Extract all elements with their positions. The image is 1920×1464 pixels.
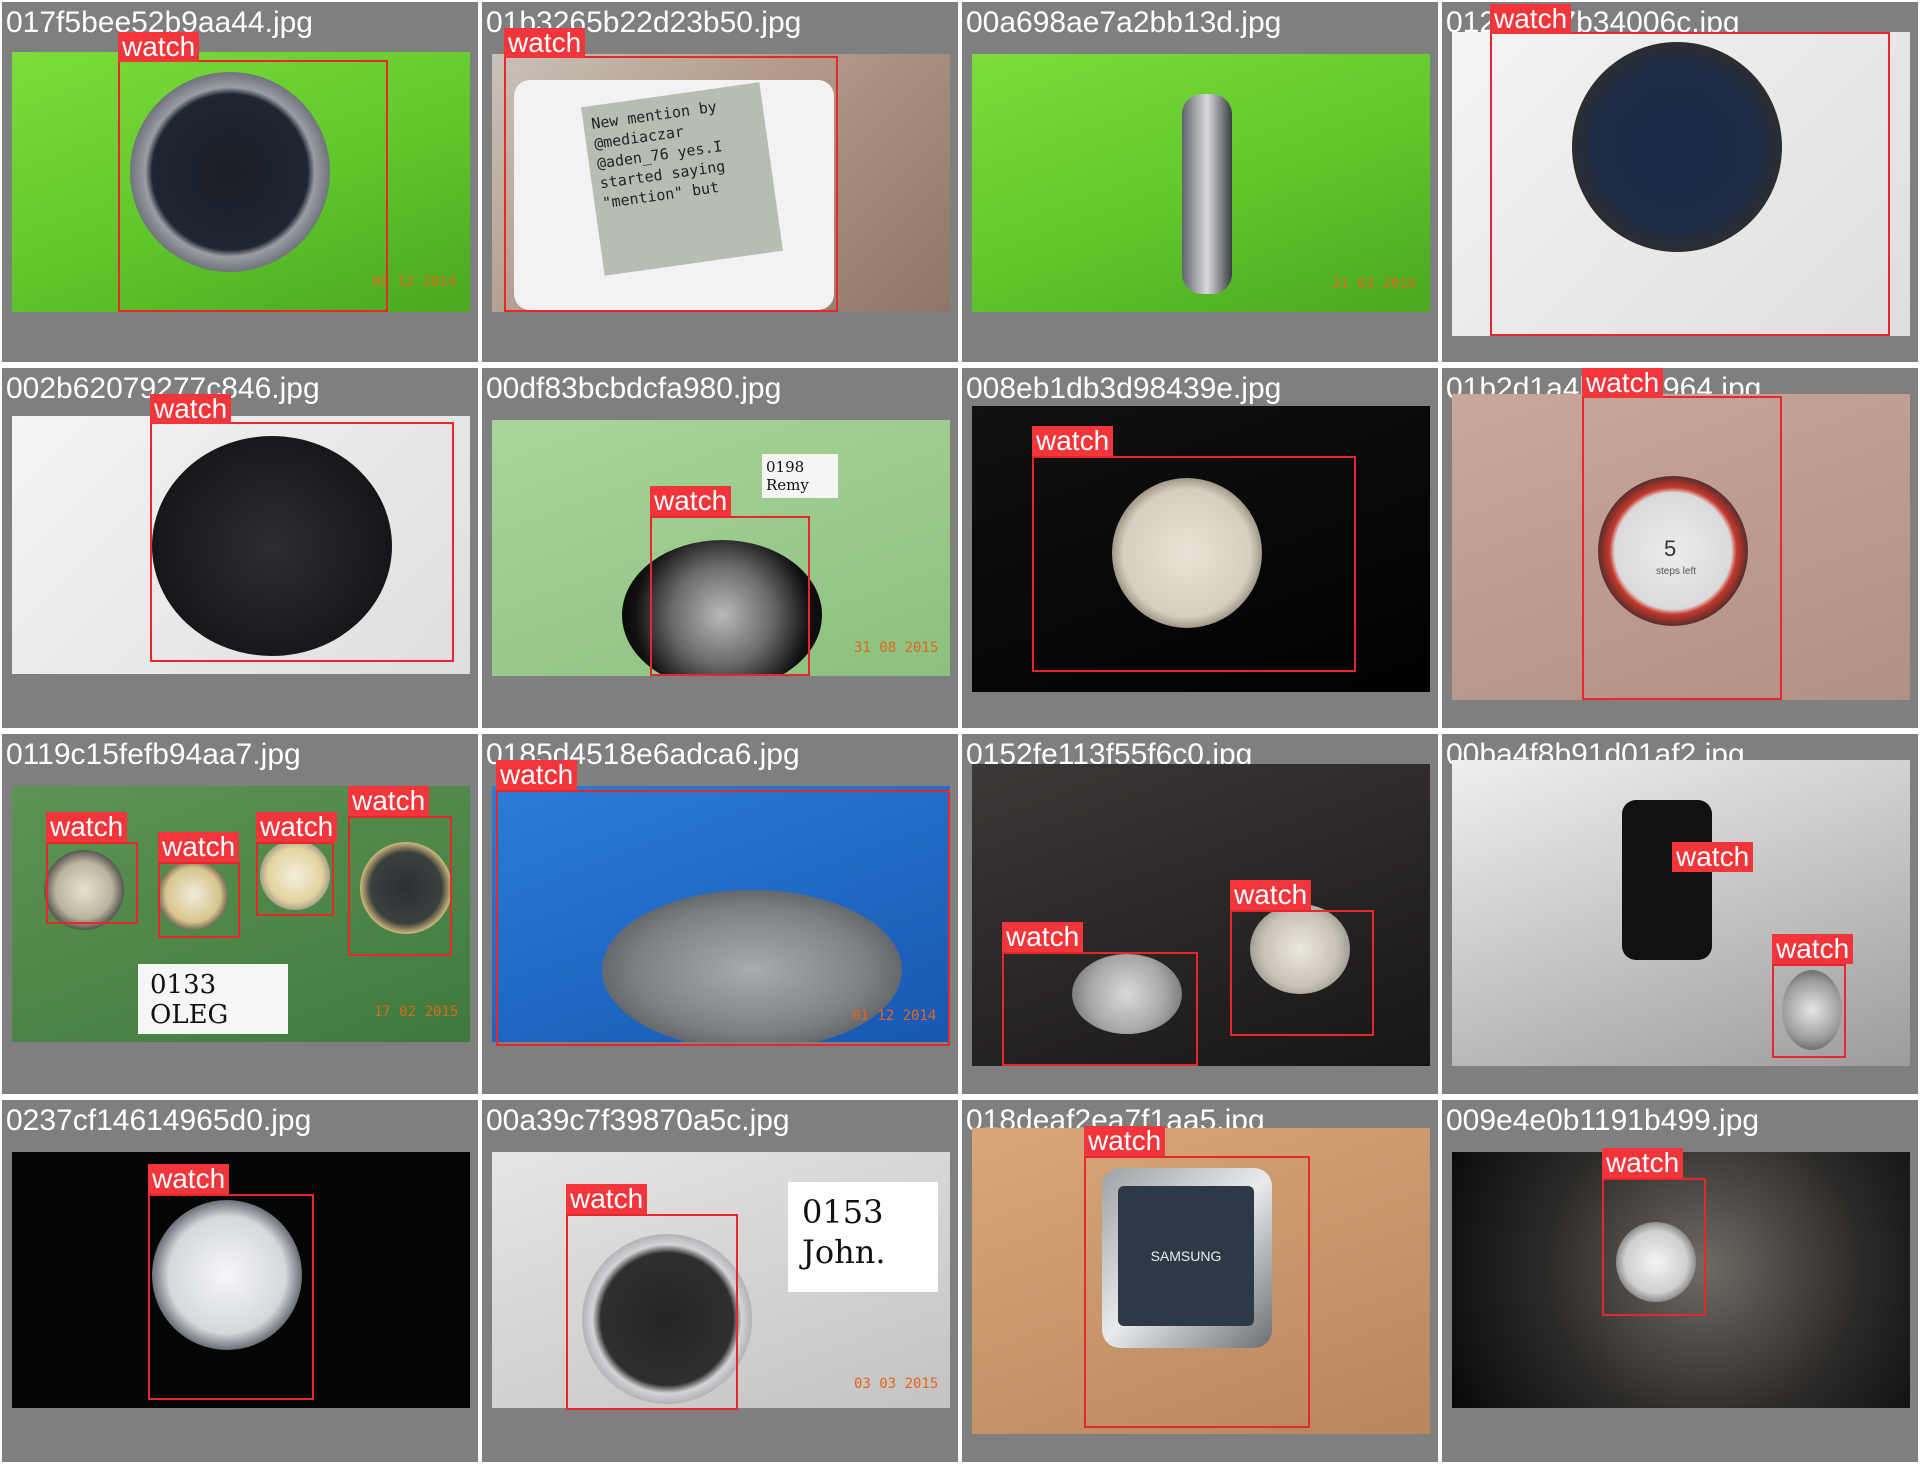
date-stamp: 31 03 2015	[1332, 276, 1417, 292]
note: 0153 John.	[788, 1182, 938, 1292]
image-tile[interactable]: 017f5bee52b9aa44.jpg 08 12 2014 watch	[2, 2, 478, 362]
detection-label: watch	[148, 1164, 230, 1194]
image-tile[interactable]: 0152fe113f55f6c0.jpg watch watch	[962, 734, 1438, 1094]
image-tile[interactable]: 0237cf14614965d0.jpg watch	[2, 1100, 478, 1462]
filename-label: 0237cf14614965d0.jpg	[6, 1104, 312, 1137]
watch-image	[158, 860, 228, 930]
photo: 0153 John. 03 03 2015	[492, 1152, 950, 1408]
detection-label: watch	[1582, 368, 1664, 398]
watch-image	[622, 540, 822, 676]
image-tile[interactable]: 00a39c7f39870a5c.jpg 0153 John. 03 03 20…	[482, 1100, 958, 1462]
watch-image	[1598, 476, 1748, 626]
detection-label: watch	[1084, 1126, 1166, 1156]
filename-label: 0119c15fefb94aa7.jpg	[6, 738, 301, 771]
date-stamp: 03 03 2015	[854, 1376, 939, 1392]
detection-label: watch	[158, 832, 240, 862]
photo: New mention by @mediaczar @aden_76 yes.I…	[492, 54, 950, 312]
watch-image	[130, 72, 330, 272]
date-stamp: 08 12 2014	[372, 274, 457, 290]
date-stamp: 17 02 2015	[374, 1004, 459, 1020]
filename-label: 00a698ae7a2bb13d.jpg	[966, 6, 1282, 39]
detection-label: watch	[46, 812, 128, 842]
image-tile[interactable]: 00ba4f8b91d01af2.jpg watch watch	[1442, 734, 1918, 1094]
filename-label: 00df83bcbdcfa980.jpg	[486, 372, 782, 405]
photo: 0198 Remy 31 08 2015	[492, 420, 950, 676]
photo	[1452, 32, 1910, 336]
watch-image	[582, 1234, 752, 1404]
photo: 5 steps left	[1452, 394, 1910, 700]
watch-image	[44, 850, 124, 930]
watch-image	[1072, 954, 1182, 1034]
watch-screen: New mention by @mediaczar @aden_76 yes.I…	[581, 82, 783, 276]
image-tile[interactable]: 002b62079277c846.jpg watch	[2, 368, 478, 728]
filename-label: 009e4e0b1191b499.jpg	[1446, 1104, 1760, 1137]
detection-label: watch	[118, 32, 200, 62]
image-tile[interactable]: 0185d4518e6adca6.jpg 01 12 2014 watch	[482, 734, 958, 1094]
image-tile[interactable]: 018deaf2ea7f1aa5.jpg SAMSUNG watch	[962, 1100, 1438, 1462]
watch-image	[1782, 970, 1842, 1050]
photo	[12, 416, 470, 674]
detection-label: watch	[1772, 934, 1854, 964]
photo	[12, 1152, 470, 1408]
detection-label: watch	[1672, 842, 1754, 872]
note: 0133 OLEG	[138, 964, 288, 1034]
image-tile[interactable]: 00df83bcbdcfa980.jpg 0198 Remy 31 08 201…	[482, 368, 958, 728]
watch-image	[1182, 94, 1232, 294]
watch-screen-caption: steps left	[1656, 566, 1697, 577]
detection-label: watch	[1490, 4, 1572, 34]
detection-label: watch	[496, 760, 578, 790]
photo: 31 03 2015	[972, 54, 1430, 312]
watch-image	[1616, 1222, 1696, 1302]
photo	[1452, 760, 1910, 1066]
image-tile[interactable]: 012bc3c7b34006c.jpg watch	[1442, 2, 1918, 362]
detection-label: watch	[348, 786, 430, 816]
watch-image	[1250, 904, 1350, 994]
detection-label: watch	[1230, 880, 1312, 910]
watch-image	[1112, 478, 1262, 628]
phone-image	[1622, 800, 1712, 960]
watch-image	[360, 842, 452, 934]
image-tile[interactable]: 01b3265b22d23b50.jpg New mention by @med…	[482, 2, 958, 362]
detection-label: watch	[566, 1184, 648, 1214]
watch-image	[152, 436, 392, 656]
watch-screen: SAMSUNG	[1118, 1186, 1254, 1326]
date-stamp: 31 08 2015	[854, 640, 939, 656]
photo	[1452, 1152, 1910, 1408]
photo: 01 12 2014	[492, 786, 950, 1042]
date-stamp: 01 12 2014	[852, 1008, 937, 1024]
watch-image	[1572, 42, 1782, 252]
image-tile[interactable]: 0119c15fefb94aa7.jpg 0133 OLEG 17 02 201…	[2, 734, 478, 1094]
photo	[972, 764, 1430, 1066]
photo: SAMSUNG	[972, 1128, 1430, 1434]
detection-label: watch	[1032, 426, 1114, 456]
watch-image	[260, 840, 330, 910]
detection-label: watch	[150, 394, 232, 424]
image-tile[interactable]: 008eb1db3d98439e.jpg watch	[962, 368, 1438, 728]
image-tile[interactable]: 009e4e0b1191b499.jpg watch	[1442, 1100, 1918, 1462]
watch-screen-number: 5	[1664, 536, 1677, 561]
note: 0198 Remy	[762, 454, 838, 498]
filename-label: 008eb1db3d98439e.jpg	[966, 372, 1282, 405]
detection-label: watch	[504, 28, 586, 58]
detection-label: watch	[1002, 922, 1084, 952]
detection-label: watch	[1602, 1148, 1684, 1178]
watch-image	[152, 1200, 302, 1350]
filename-label: 00a39c7f39870a5c.jpg	[486, 1104, 790, 1137]
image-tile[interactable]: 01b2d1a4b8d73964.jpg 5 steps left watch	[1442, 368, 1918, 728]
detection-label: watch	[650, 486, 732, 516]
watch-image	[602, 890, 902, 1042]
image-tile[interactable]: 00a698ae7a2bb13d.jpg 31 03 2015	[962, 2, 1438, 362]
photo: 08 12 2014	[12, 52, 470, 312]
detection-label: watch	[256, 812, 338, 842]
